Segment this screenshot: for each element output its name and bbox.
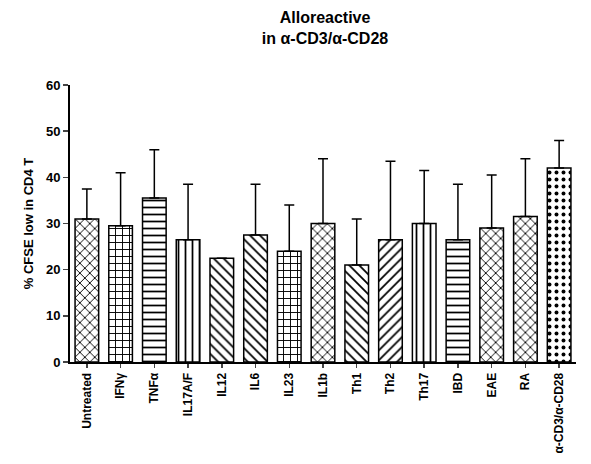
svg-text:60: 60 <box>46 78 60 93</box>
svg-text:Th1: Th1 <box>350 372 364 394</box>
svg-text:TNFα: TNFα <box>147 372 161 403</box>
svg-text:Th17: Th17 <box>417 372 431 400</box>
svg-text:Untreated: Untreated <box>80 373 94 429</box>
svg-text:30: 30 <box>46 216 60 231</box>
svg-text:10: 10 <box>46 308 60 323</box>
svg-text:IL17A/F: IL17A/F <box>181 373 195 416</box>
svg-text:IL1b: IL1b <box>316 373 330 398</box>
svg-text:EAE: EAE <box>485 373 499 398</box>
svg-text:IFNγ: IFNγ <box>114 372 128 398</box>
svg-text:20: 20 <box>46 262 60 277</box>
svg-text:40: 40 <box>46 170 60 185</box>
svg-text:50: 50 <box>46 124 60 139</box>
svg-text:% CFSE low in CD4 T: % CFSE low in CD4 T <box>21 158 36 290</box>
svg-text:IL6: IL6 <box>248 372 262 390</box>
svg-text:Alloreactivein α-CD3/α-CD28: Alloreactivein α-CD3/α-CD28 <box>262 9 388 47</box>
svg-text:IL23: IL23 <box>282 372 296 396</box>
svg-text:Th2: Th2 <box>383 372 397 394</box>
svg-text:IL12: IL12 <box>215 372 229 396</box>
svg-text:IBD: IBD <box>451 372 465 393</box>
svg-text:RA: RA <box>518 372 532 390</box>
svg-text:α-CD3/α-CD28: α-CD3/α-CD28 <box>552 372 566 453</box>
svg-text:0: 0 <box>53 355 60 370</box>
